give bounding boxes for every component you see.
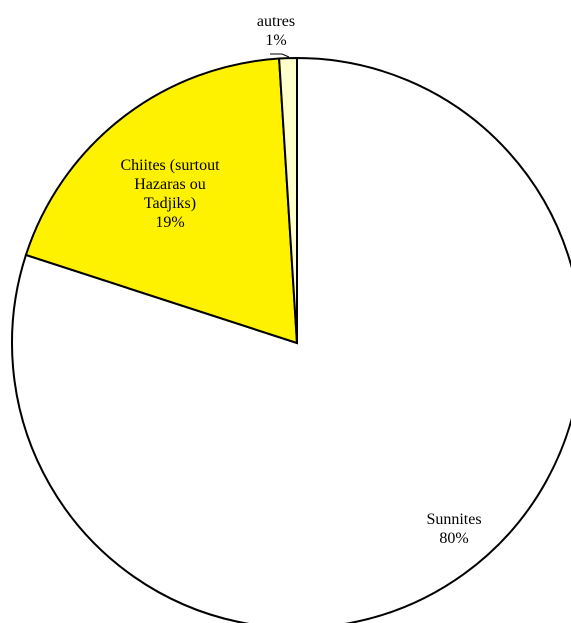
slice-label-line: Sunnites [426,511,481,528]
slice-label-line: Hazaras ou [134,176,206,193]
slice-label-line: 80% [439,530,468,547]
slice-label-line: Tadjiks) [144,195,196,212]
pie-slices [11,56,571,623]
slice-label-autres: autres 1% [257,13,295,49]
slice-label-line: 1% [265,32,286,49]
pie-slice-chiites-surtout-hazaras-ou-tadjiks [24,57,299,345]
slice-label-line: Chiites (surtout [120,157,220,174]
leader-line-autres [270,53,290,58]
slice-label-chiites-surtout-hazaras-ou-tadjiks: Chiites (surtout Hazaras ou Tadjiks) 19% [120,157,220,231]
slice-labels: Sunnites 80% Chiites (surtout Hazaras ou Tad… [120,13,481,547]
leader-lines [270,53,290,58]
slice-label-line: autres [257,13,295,30]
slice-label-sunnites: Sunnites 80% [426,511,481,547]
pie-slice-sunnites [11,56,571,623]
pie-slice-autres [278,56,298,344]
slice-label-line: 19% [155,214,184,231]
